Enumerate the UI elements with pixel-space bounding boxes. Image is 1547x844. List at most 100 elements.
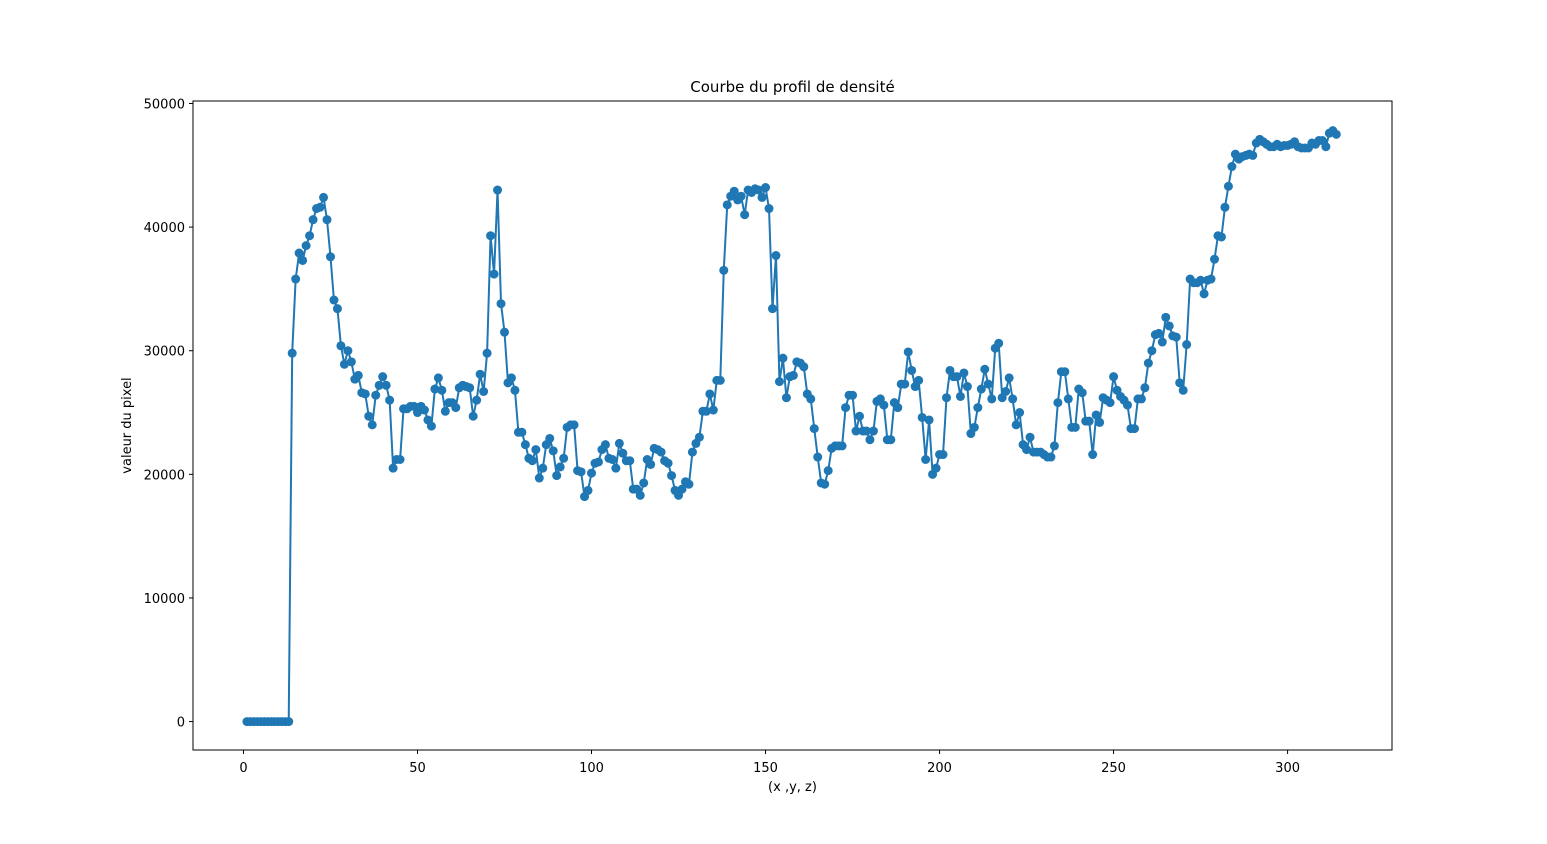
data-point — [1161, 312, 1171, 322]
data-point — [1001, 387, 1011, 396]
data-point — [308, 215, 318, 225]
data-point — [430, 384, 440, 394]
data-point — [364, 411, 374, 421]
data-point — [705, 389, 715, 399]
data-point — [848, 390, 858, 400]
data-point — [767, 304, 777, 314]
data-point — [1178, 385, 1188, 395]
data-point — [607, 455, 617, 464]
x-tick-label: 100 — [579, 761, 604, 776]
data-point — [1077, 388, 1087, 398]
data-point — [482, 348, 492, 358]
data-point — [1053, 398, 1063, 408]
data-point — [1004, 373, 1014, 383]
data-point — [635, 490, 645, 500]
data-point — [729, 186, 739, 196]
data-point — [1321, 142, 1331, 152]
data-point — [419, 405, 429, 415]
data-point — [962, 382, 972, 392]
data-point — [646, 459, 656, 469]
data-point — [868, 426, 878, 436]
data-point — [374, 380, 384, 390]
data-point — [517, 427, 527, 437]
data-point — [900, 379, 910, 389]
data-point — [667, 471, 677, 481]
data-point — [813, 452, 823, 462]
data-point — [639, 478, 649, 488]
data-point — [576, 467, 586, 477]
data-point — [1095, 417, 1105, 427]
y-axis-ticks: 0 10000 20000 30000 40000 50000 — [144, 97, 193, 731]
data-point — [799, 362, 809, 372]
data-point — [1022, 445, 1032, 455]
data-point — [287, 348, 297, 358]
data-point — [614, 438, 624, 448]
data-point — [1015, 408, 1025, 418]
data-point — [360, 389, 370, 399]
x-tick-label: 300 — [1275, 761, 1300, 776]
data-point — [569, 420, 579, 430]
data-point — [496, 299, 506, 309]
data-point — [1157, 337, 1167, 347]
data-point — [1154, 328, 1164, 338]
y-tick-label: 10000 — [144, 592, 185, 607]
data-point — [980, 364, 990, 374]
x-axis-ticks: 0 50 100 150 200 250 300 — [239, 750, 1300, 776]
plot-area-frame — [192, 100, 1393, 751]
data-point — [336, 341, 346, 351]
data-point — [969, 422, 979, 432]
data-point — [722, 200, 732, 210]
data-point — [319, 192, 329, 202]
data-point — [493, 185, 503, 195]
data-point — [907, 365, 917, 375]
y-tick-label: 40000 — [144, 221, 185, 236]
data-point — [600, 440, 610, 450]
data-point — [736, 191, 746, 201]
data-point — [955, 391, 965, 401]
data-point — [740, 210, 750, 220]
data-point — [820, 479, 830, 489]
data-point — [332, 304, 342, 314]
data-point — [367, 420, 377, 430]
data-point — [809, 424, 819, 434]
data-point — [823, 466, 833, 476]
data-point — [684, 479, 694, 489]
data-point — [1175, 378, 1185, 388]
data-point — [346, 357, 356, 367]
data-point — [1143, 358, 1153, 368]
data-point — [924, 415, 934, 425]
data-point — [1171, 332, 1181, 342]
data-point — [343, 346, 353, 356]
data-point — [1025, 432, 1035, 442]
y-tick-label: 50000 — [144, 97, 185, 112]
data-point — [329, 295, 339, 305]
data-point — [305, 231, 315, 241]
data-point — [500, 327, 509, 337]
y-tick-label: 20000 — [144, 468, 185, 483]
data-point — [708, 405, 718, 415]
data-point — [322, 215, 332, 225]
data-point — [552, 471, 562, 481]
data-point — [754, 185, 764, 195]
data-point — [291, 274, 301, 284]
data-point — [611, 463, 621, 473]
data-point — [774, 377, 784, 387]
data-point — [593, 457, 603, 467]
data-point — [1060, 367, 1070, 377]
data-point — [994, 338, 1004, 348]
data-point — [1088, 450, 1098, 460]
data-point — [677, 484, 687, 494]
data-point — [1199, 289, 1209, 299]
data-point — [806, 394, 816, 404]
data-point — [1331, 129, 1341, 139]
data-point — [983, 379, 993, 389]
data-point — [534, 473, 544, 483]
data-point — [865, 435, 875, 445]
data-point — [538, 463, 548, 473]
data-point — [987, 394, 997, 404]
y-tick-label: 30000 — [144, 345, 185, 360]
data-point — [1105, 398, 1115, 408]
data-point — [903, 347, 913, 357]
data-point — [851, 426, 861, 436]
